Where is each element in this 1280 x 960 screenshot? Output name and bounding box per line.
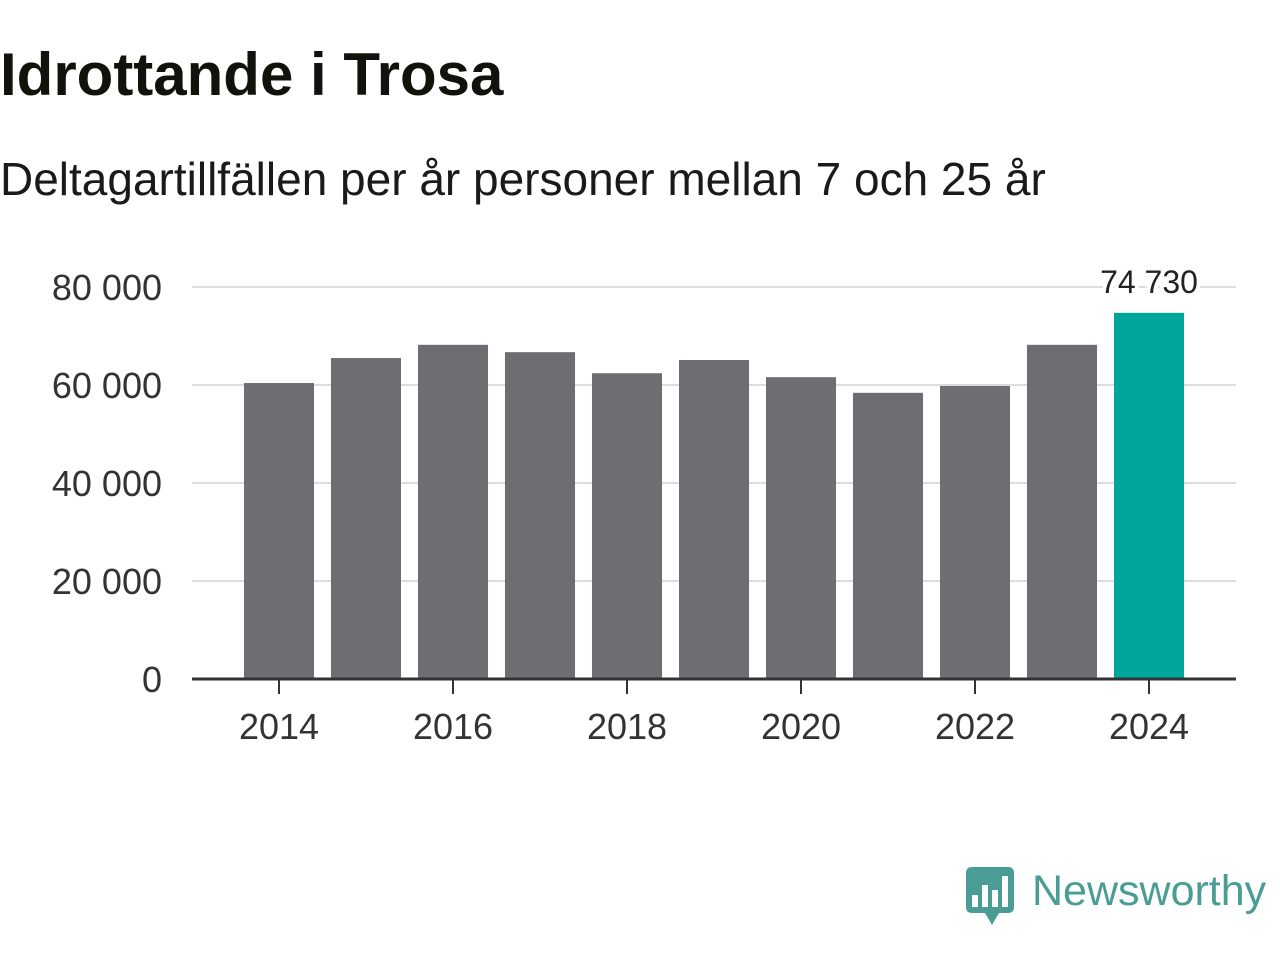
axes: 0 20 000 40 000 60 000 80 000 2014 2016 2018 202… bbox=[52, 267, 1236, 747]
bar-2022 bbox=[939, 385, 1011, 679]
data-label-2024: 74 730 bbox=[1100, 264, 1198, 300]
bar-2019 bbox=[678, 360, 750, 679]
x-tick-label-2016: 2016 bbox=[413, 706, 493, 747]
bar-2018 bbox=[591, 373, 663, 679]
bar-2023 bbox=[1026, 344, 1098, 679]
x-tick-label-2018: 2018 bbox=[587, 706, 667, 747]
chart-title: Idrottande i Trosa bbox=[0, 41, 504, 108]
x-tick-label-2022: 2022 bbox=[935, 706, 1015, 747]
x-tick-label-2014: 2014 bbox=[239, 706, 319, 747]
bar-2014 bbox=[243, 383, 315, 679]
y-tick-label-80000: 80 000 bbox=[52, 267, 162, 308]
bar-2015 bbox=[330, 358, 402, 679]
bar-chart-speech-bubble-icon bbox=[966, 867, 1014, 925]
x-tick-label-2020: 2020 bbox=[761, 706, 841, 747]
newsworthy-logo: Newsworthy bbox=[966, 867, 1267, 925]
bar-2024 bbox=[1113, 312, 1185, 679]
data-labels: 74 730 bbox=[1096, 260, 1202, 304]
x-tick-label-2024: 2024 bbox=[1109, 706, 1189, 747]
y-tick-label-0: 0 bbox=[142, 659, 162, 700]
bar-2017 bbox=[504, 352, 576, 679]
y-tick-label-60000: 60 000 bbox=[52, 365, 162, 406]
bar-2020 bbox=[765, 377, 837, 679]
bars bbox=[243, 312, 1185, 679]
newsworthy-logo-text: Newsworthy bbox=[1032, 867, 1267, 915]
y-tick-label-20000: 20 000 bbox=[52, 561, 162, 602]
chart-subtitle: Deltagartillfällen per år personer mella… bbox=[0, 153, 1046, 205]
y-tick-label-40000: 40 000 bbox=[52, 463, 162, 504]
bar-2021 bbox=[852, 392, 924, 679]
bar-2016 bbox=[417, 344, 489, 679]
